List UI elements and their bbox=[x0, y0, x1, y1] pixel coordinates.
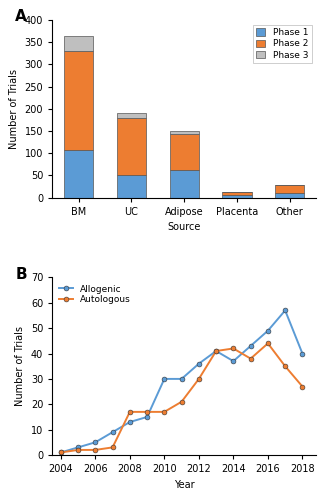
Allogenic bbox=[231, 358, 235, 364]
Bar bbox=[170, 130, 199, 134]
Autologous bbox=[128, 409, 132, 415]
Autologous bbox=[76, 447, 80, 453]
Allogenic bbox=[128, 419, 132, 425]
Allogenic bbox=[162, 376, 166, 382]
Legend: Allogenic, Autologous: Allogenic, Autologous bbox=[57, 282, 134, 307]
Allogenic bbox=[197, 360, 201, 366]
Bar bbox=[275, 185, 304, 193]
Allogenic bbox=[266, 328, 270, 334]
Line: Autologous: Autologous bbox=[58, 341, 305, 455]
Bar bbox=[275, 193, 304, 198]
Autologous bbox=[301, 384, 304, 390]
Autologous bbox=[266, 340, 270, 346]
Bar bbox=[222, 192, 252, 196]
X-axis label: Year: Year bbox=[174, 480, 195, 490]
Bar bbox=[117, 176, 146, 198]
Autologous bbox=[93, 447, 97, 453]
Bar bbox=[64, 36, 93, 51]
Allogenic bbox=[111, 429, 114, 435]
Bar bbox=[64, 51, 93, 150]
Autologous bbox=[59, 450, 63, 456]
Bar bbox=[64, 150, 93, 198]
Bar bbox=[170, 134, 199, 170]
Allogenic bbox=[145, 414, 149, 420]
Allogenic bbox=[93, 440, 97, 446]
Allogenic bbox=[214, 348, 218, 354]
Line: Allogenic: Allogenic bbox=[58, 308, 305, 455]
Bar bbox=[170, 170, 199, 198]
Autologous bbox=[197, 376, 201, 382]
Allogenic bbox=[249, 343, 253, 349]
Allogenic bbox=[180, 376, 184, 382]
Allogenic bbox=[59, 450, 63, 456]
Autologous bbox=[111, 444, 114, 450]
Autologous bbox=[162, 409, 166, 415]
Text: A: A bbox=[15, 10, 27, 24]
Allogenic bbox=[76, 444, 80, 450]
Y-axis label: Number of Trials: Number of Trials bbox=[9, 69, 19, 149]
Text: B: B bbox=[15, 267, 27, 282]
Y-axis label: Number of Trials: Number of Trials bbox=[15, 326, 25, 406]
Autologous bbox=[180, 398, 184, 404]
Autologous bbox=[283, 363, 287, 369]
Autologous bbox=[231, 346, 235, 352]
Allogenic bbox=[283, 308, 287, 314]
Autologous bbox=[214, 348, 218, 354]
Bar bbox=[117, 118, 146, 176]
Bar bbox=[222, 196, 252, 198]
Autologous bbox=[145, 409, 149, 415]
X-axis label: Source: Source bbox=[168, 222, 201, 232]
Autologous bbox=[249, 356, 253, 362]
Allogenic bbox=[301, 350, 304, 356]
Bar bbox=[117, 113, 146, 117]
Legend: Phase 1, Phase 2, Phase 3: Phase 1, Phase 2, Phase 3 bbox=[253, 24, 312, 63]
